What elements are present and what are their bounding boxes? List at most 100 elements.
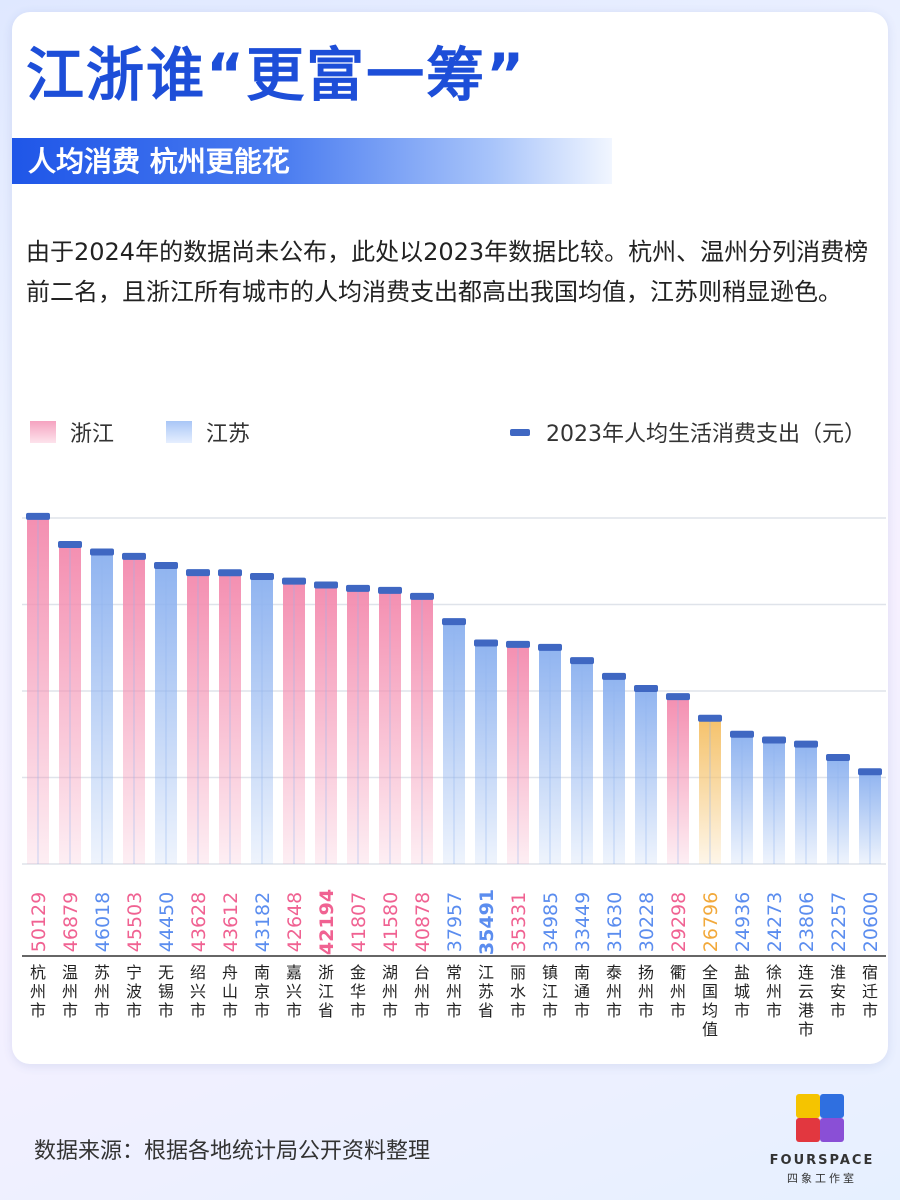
category-label: 安	[830, 982, 846, 1001]
category-label: 全	[702, 963, 718, 982]
bar-group: 46879 温州市	[58, 540, 82, 1020]
category-label: 市	[382, 1001, 398, 1020]
category-label: 市	[62, 1001, 78, 1020]
legend-zhejiang: 浙江	[30, 418, 114, 447]
bar-cap	[26, 512, 50, 520]
bar-cap	[602, 672, 626, 680]
value-label: 41807	[348, 892, 370, 952]
logo-piece-purple	[820, 1118, 844, 1142]
value-label: 43628	[188, 892, 210, 952]
value-label: 37957	[444, 892, 466, 952]
logo-wordmark: FOURSPACE	[770, 1153, 875, 1168]
bar-group: 37957 常州市	[442, 618, 466, 1020]
category-label: 市	[766, 1001, 782, 1020]
category-label: 市	[190, 1001, 206, 1020]
category-label: 市	[158, 1001, 174, 1020]
value-label: 44450	[156, 892, 178, 952]
category-label: 锡	[158, 982, 174, 1001]
page-title: 江浙谁“更富一筹”	[26, 41, 527, 109]
bar-group: 24273 徐州市	[762, 736, 786, 1020]
category-label: 湖	[382, 963, 398, 982]
category-label: 盐	[734, 963, 750, 982]
category-label: 江	[318, 982, 334, 1001]
category-label: 泰	[606, 963, 622, 982]
legend-metric-label: 2023年人均生活消费支出（元）	[546, 422, 866, 447]
description-text: 由于2024年的数据尚未公布，此处以2023年数据比较。杭州、温州分列消费榜前二…	[26, 238, 869, 306]
bar-cap	[666, 693, 690, 701]
category-label: 市	[734, 1001, 750, 1020]
category-label: 省	[478, 1001, 494, 1020]
page-subtitle: 人均消费 杭州更能花	[28, 145, 290, 178]
category-label: 均	[702, 1001, 718, 1020]
value-label: 43182	[252, 892, 274, 952]
category-label: 淮	[830, 963, 846, 982]
category-label: 南	[254, 963, 270, 982]
category-label: 值	[702, 1020, 718, 1039]
category-label: 市	[574, 1001, 590, 1020]
bar-cap	[858, 768, 882, 776]
category-label: 州	[638, 982, 654, 1001]
category-label: 水	[510, 982, 526, 1001]
category-label: 市	[254, 1001, 270, 1020]
category-label: 市	[542, 1001, 558, 1020]
value-label: 40878	[412, 892, 434, 952]
category-label: 州	[62, 982, 78, 1001]
category-label: 市	[830, 1001, 846, 1020]
bar-cap	[154, 562, 178, 570]
value-label: 45503	[124, 892, 146, 952]
bar-group: 22257 淮安市	[826, 753, 850, 1020]
foursquare-logo: FOURSPACE 四象工作室	[770, 1094, 875, 1185]
category-label: 绍	[190, 963, 206, 982]
category-label: 南	[574, 963, 590, 982]
bar-cap	[250, 572, 274, 580]
category-label: 舟	[222, 963, 238, 982]
bar-group: 43612 舟山市	[218, 569, 242, 1020]
bar-cap	[90, 548, 114, 556]
category-label: 台	[414, 963, 430, 982]
category-label: 兴	[286, 982, 302, 1001]
value-label: 30228	[636, 892, 658, 952]
bar-cap	[826, 753, 850, 761]
value-label: 34985	[540, 892, 562, 952]
bar-cap	[506, 640, 530, 648]
category-label: 京	[254, 982, 270, 1001]
category-label: 华	[350, 982, 366, 1001]
category-label: 浙	[318, 963, 334, 982]
data-source: 数据来源：根据各地统计局公开资料整理	[34, 1139, 431, 1164]
bar-group: 43182 南京市	[250, 572, 274, 1020]
category-label: 国	[702, 982, 718, 1001]
category-label: 杭	[30, 963, 46, 982]
category-label: 州	[414, 982, 430, 1001]
bar-cap	[410, 592, 434, 600]
category-label: 市	[126, 1001, 142, 1020]
value-label: 29298	[668, 892, 690, 952]
bar-cap	[186, 569, 210, 577]
value-label: 42194	[316, 889, 338, 955]
bar-group: 29298 衢州市	[666, 693, 690, 1020]
bar-group: 44450 无锡市	[154, 562, 178, 1020]
category-label: 山	[222, 982, 238, 1001]
category-label: 市	[222, 1001, 238, 1020]
category-label: 市	[862, 1001, 878, 1020]
legend-metric-marker	[510, 428, 530, 436]
category-label: 嘉	[286, 963, 302, 982]
bar-cap	[378, 586, 402, 594]
category-label: 苏	[478, 982, 494, 1001]
category-label: 云	[798, 982, 814, 1001]
bar-group: 35331 丽水市	[506, 640, 530, 1020]
bar-group: 34985 镇江市	[538, 643, 562, 1020]
bar-cap	[218, 569, 242, 577]
category-label: 市	[446, 1001, 462, 1020]
category-label: 州	[446, 982, 462, 1001]
value-label: 22257	[828, 892, 850, 952]
bar-group: 41580 湖州市	[378, 586, 402, 1020]
bar-group: 40878 台州市	[410, 592, 434, 1020]
category-label: 州	[670, 982, 686, 1001]
chart-card	[12, 12, 888, 1064]
bar-group: 35491 江苏省	[474, 639, 498, 1020]
category-label: 市	[606, 1001, 622, 1020]
category-label: 波	[126, 982, 142, 1001]
bar-cap	[538, 643, 562, 651]
